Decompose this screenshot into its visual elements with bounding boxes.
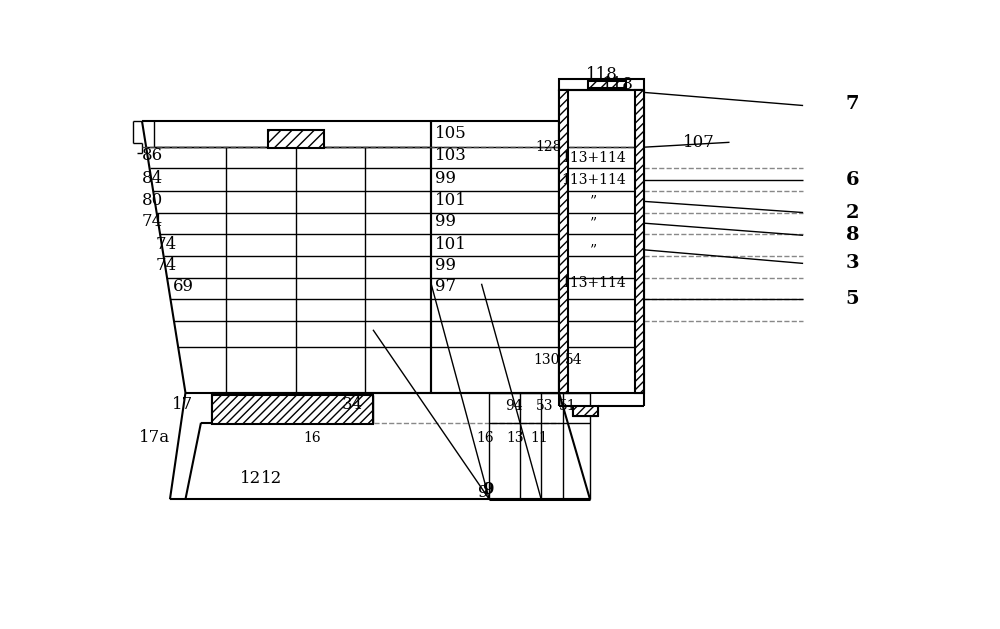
Text: 113+114: 113+114 [561, 151, 626, 165]
Text: 2: 2 [846, 204, 859, 221]
Text: 11: 11 [530, 431, 548, 445]
Text: 16: 16 [303, 431, 321, 445]
Text: 53: 53 [536, 399, 553, 413]
Text: 113+114: 113+114 [561, 172, 626, 187]
Text: 94: 94 [505, 399, 522, 413]
Text: 6: 6 [846, 170, 859, 189]
Text: 34: 34 [342, 396, 363, 413]
Bar [559, 90, 568, 392]
Text: 113+114: 113+114 [561, 276, 626, 290]
Text: 5: 5 [846, 290, 859, 308]
Text: 51: 51 [559, 399, 577, 413]
Text: 74: 74 [142, 213, 163, 230]
Text: 12: 12 [261, 470, 282, 487]
Text: 3: 3 [846, 254, 859, 272]
Text: 99: 99 [435, 257, 456, 274]
Bar [573, 406, 598, 416]
Text: ”: ” [590, 216, 597, 230]
Text: 12: 12 [240, 470, 261, 487]
Text: 86: 86 [142, 147, 163, 164]
Text: 54: 54 [564, 353, 582, 367]
Text: 103: 103 [435, 147, 467, 164]
Text: 69: 69 [173, 277, 194, 294]
Text: ”: ” [590, 243, 597, 257]
Text: 97: 97 [435, 277, 456, 294]
Text: 17a: 17a [139, 429, 170, 446]
Bar [635, 90, 644, 392]
Text: 8: 8 [846, 226, 859, 244]
Text: 101: 101 [435, 192, 467, 209]
Bar [212, 394, 373, 424]
Text: 130: 130 [533, 353, 560, 367]
Bar [559, 79, 644, 90]
Text: 128: 128 [536, 140, 562, 154]
Text: 16: 16 [476, 431, 494, 445]
Text: 84: 84 [142, 170, 163, 187]
Text: 7: 7 [846, 94, 859, 113]
Text: 107: 107 [683, 134, 715, 151]
Bar [588, 81, 626, 88]
Text: 74: 74 [156, 257, 177, 274]
Text: 99: 99 [435, 170, 456, 187]
Text: 99: 99 [435, 213, 456, 230]
Text: 74: 74 [156, 235, 177, 252]
Text: 105: 105 [435, 125, 467, 142]
Text: 101: 101 [435, 235, 467, 252]
Text: 9: 9 [478, 484, 488, 501]
Text: 13: 13 [506, 431, 524, 445]
Text: 9: 9 [482, 481, 493, 498]
Text: 118: 118 [586, 66, 618, 83]
Bar [268, 130, 324, 148]
Text: 80: 80 [142, 192, 163, 209]
Text: 17: 17 [172, 396, 193, 413]
Text: 118: 118 [602, 75, 634, 92]
Text: ”: ” [590, 194, 597, 208]
